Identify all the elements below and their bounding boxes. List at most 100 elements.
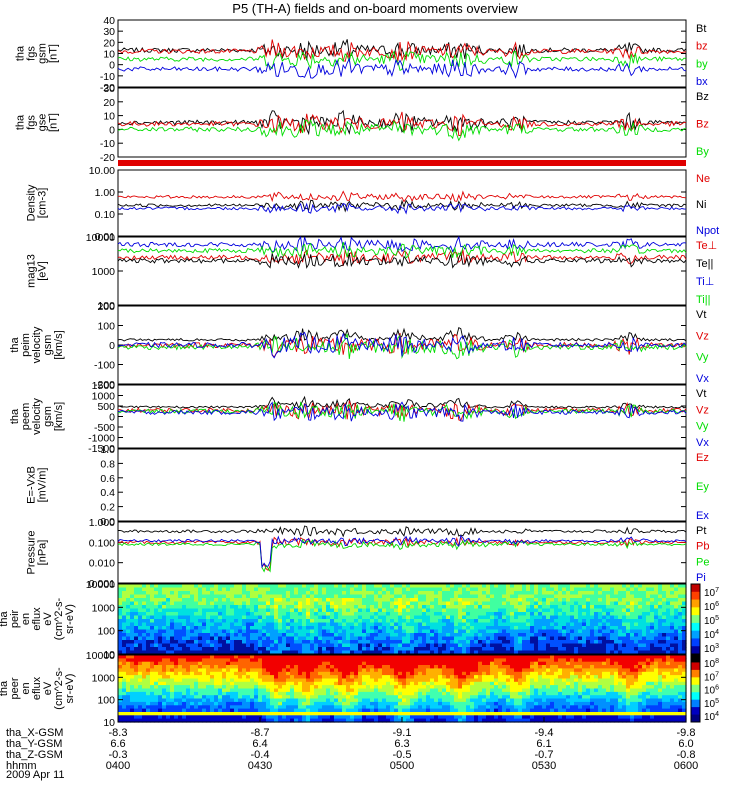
heatmap-cell [442, 619, 447, 624]
heatmap-cell [594, 605, 599, 610]
heatmap-cell [450, 688, 455, 693]
heatmap-cell [162, 605, 167, 610]
heatmap-cell [302, 661, 307, 666]
heatmap-cell [286, 678, 291, 683]
heatmap-cell [218, 591, 223, 596]
heatmap-cell [250, 665, 255, 669]
heatmap-cell [350, 601, 355, 606]
heatmap-cell [566, 587, 571, 592]
heatmap-cell [310, 640, 315, 645]
heatmap-cell [330, 626, 335, 631]
heatmap-cell [450, 612, 455, 617]
heatmap-cell [366, 636, 371, 641]
heatmap-cell [314, 587, 319, 592]
heatmap-cell [138, 587, 143, 592]
heatmap-cell [398, 584, 403, 589]
heatmap-cell [462, 626, 467, 631]
heatmap-cell [274, 675, 279, 680]
heatmap-cell [662, 647, 667, 652]
heatmap-cell [214, 705, 219, 710]
heatmap-cell [386, 612, 391, 617]
heatmap-cell [526, 591, 531, 596]
heatmap-cell [502, 633, 507, 638]
heatmap-cell [422, 658, 427, 663]
heatmap-cell [382, 658, 387, 663]
heatmap-cell [478, 605, 483, 610]
heatmap-cell [162, 647, 167, 652]
heatmap-cell [286, 622, 291, 627]
heatmap-cell [218, 647, 223, 652]
heatmap-cell [630, 636, 635, 641]
heatmap-cell [310, 605, 315, 610]
heatmap-cell [494, 608, 499, 613]
heatmap-cell [570, 629, 575, 634]
heatmap-cell [382, 715, 387, 720]
heatmap-cell [350, 681, 355, 686]
heatmap-cell [490, 584, 495, 589]
heatmap-cell [470, 715, 475, 720]
heatmap-cell [202, 671, 207, 676]
heatmap-cell [354, 708, 359, 713]
heatmap-cell [450, 701, 455, 706]
heatmap-cell [334, 636, 339, 641]
heatmap-cell [422, 626, 427, 631]
heatmap-cell [682, 629, 687, 634]
heatmap-cell [242, 622, 247, 627]
heatmap-cell [206, 647, 211, 652]
heatmap-cell [278, 640, 283, 645]
heatmap-cell [402, 626, 407, 631]
heatmap-cell [490, 688, 495, 693]
heatmap-cell [226, 698, 231, 703]
heatmap-cell [246, 661, 251, 666]
heatmap-cell [238, 715, 243, 720]
heatmap-cell [310, 636, 315, 641]
y-tick-label: 1.00 [95, 187, 116, 199]
heatmap-cell [438, 605, 443, 610]
heatmap-cell [178, 636, 183, 641]
heatmap-cell [570, 636, 575, 641]
heatmap-cell [278, 698, 283, 703]
heatmap-cell [270, 647, 275, 652]
heatmap-cell [522, 640, 527, 645]
heatmap-cell [486, 688, 491, 693]
heatmap-cell [210, 647, 215, 652]
heatmap-cell [122, 718, 127, 723]
heatmap-cell [382, 643, 387, 648]
heatmap-cell [514, 584, 519, 589]
heatmap-cell [590, 615, 595, 620]
heatmap-cell [202, 622, 207, 627]
heatmap-cell [542, 584, 547, 589]
heatmap-cell [190, 640, 195, 645]
heatmap-cell [370, 584, 375, 589]
heatmap-cell [646, 594, 651, 599]
heatmap-cell [410, 615, 415, 620]
heatmap-cell [154, 633, 159, 638]
heatmap-cell [418, 619, 423, 624]
heatmap-cell [502, 650, 507, 655]
heatmap-cell [322, 675, 327, 680]
heatmap-cell [558, 647, 563, 652]
heatmap-cell [438, 681, 443, 686]
heatmap-cell [358, 622, 363, 627]
heatmap-cell [658, 622, 663, 627]
heatmap-cell [358, 650, 363, 655]
heatmap-cell [658, 594, 663, 599]
heatmap-cell [334, 712, 339, 716]
heatmap-cell [442, 691, 447, 696]
heatmap-cell [258, 643, 263, 648]
heatmap-cell [650, 608, 655, 613]
heatmap-cell [206, 591, 211, 596]
heatmap-cell [390, 619, 395, 624]
heatmap-cell [490, 622, 495, 627]
heatmap-cell [390, 594, 395, 599]
heatmap-cell [506, 605, 511, 610]
heatmap-cell [262, 681, 267, 686]
heatmap-cell [158, 647, 163, 652]
heatmap-cell [438, 718, 443, 723]
heatmap-cell [134, 594, 139, 599]
heatmap-cell [166, 598, 171, 603]
heatmap-cell [262, 685, 267, 690]
heatmap-cell [286, 601, 291, 606]
heatmap-cell [134, 712, 139, 716]
heatmap-cell [242, 598, 247, 603]
